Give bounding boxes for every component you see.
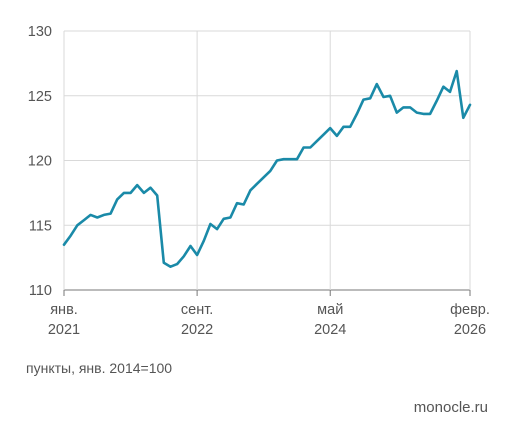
line-chart: 110 115 120 125 130 янв. 2021 сент. 2022 май 2024… xyxy=(28,24,490,338)
x-tick-label-year: 2026 xyxy=(454,322,486,338)
x-tick-label-month: сент. xyxy=(181,302,213,318)
y-tick-labels: 110 115 120 125 130 xyxy=(28,24,52,299)
x-gridlines xyxy=(63,31,471,296)
y-tick-label: 115 xyxy=(29,218,52,234)
x-tick-label-year: 2022 xyxy=(181,322,213,338)
x-tick-label-month: май xyxy=(317,302,343,318)
grid-lines xyxy=(64,30,470,291)
y-tick-label: 130 xyxy=(28,24,52,40)
y-tick-label: 125 xyxy=(28,89,52,105)
x-tick-label-month: янв. xyxy=(50,302,78,318)
x-tick-label-year: 2021 xyxy=(48,322,80,338)
series-group xyxy=(62,69,472,269)
x-tick-label-year: 2024 xyxy=(314,322,346,338)
source-credit: monocle.ru xyxy=(413,399,488,416)
y-tick-label: 120 xyxy=(28,154,52,170)
series-line xyxy=(62,69,472,269)
y-tick-label: 110 xyxy=(29,283,52,299)
x-tick-labels: янв. 2021 сент. 2022 май 2024 февр. 2026 xyxy=(48,302,490,338)
x-tick-label-month: февр. xyxy=(450,302,490,318)
chart-footnote: пункты, янв. 2014=100 xyxy=(26,360,173,376)
